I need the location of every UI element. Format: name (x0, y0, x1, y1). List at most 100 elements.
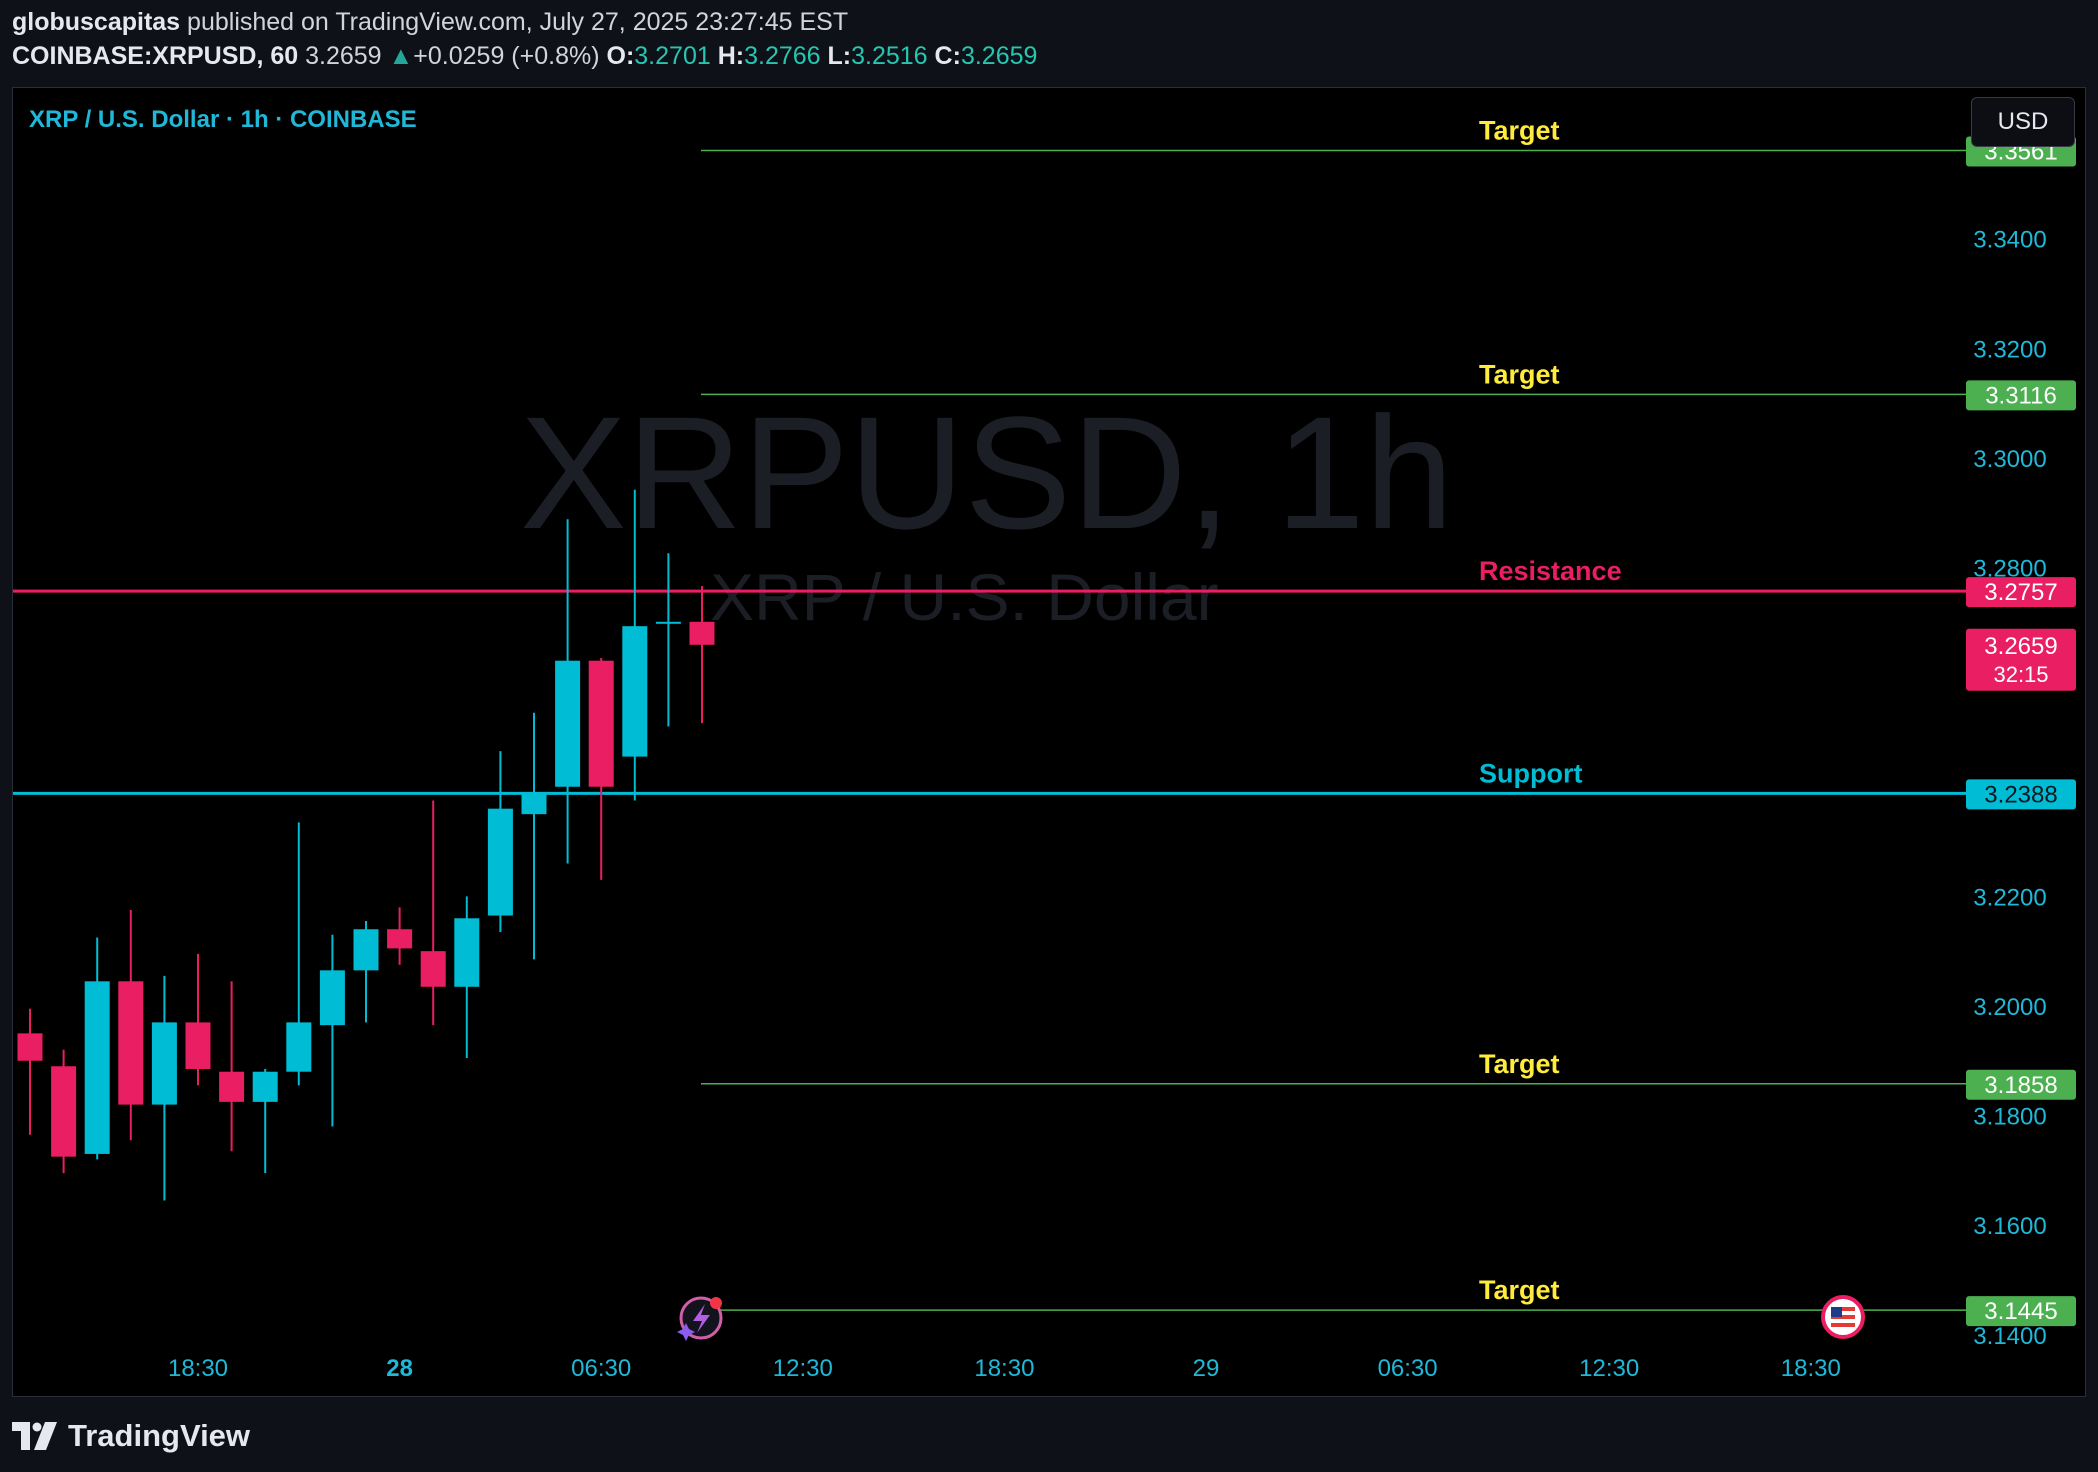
candle-body (185, 1022, 211, 1069)
candle-body (118, 981, 144, 1105)
candle[interactable] (151, 975, 177, 1201)
target-price-badge (1966, 380, 2076, 411)
legend-title[interactable]: XRP / U.S. Dollar · 1h · COINBASE (29, 106, 417, 133)
tradingview-brand: TradingView (68, 1418, 251, 1453)
x-tick-label: 18:30 (1781, 1355, 1841, 1382)
candle[interactable] (219, 981, 245, 1152)
symbol-label: COINBASE:XRPUSD, 60 (12, 42, 299, 70)
lightning-icon (693, 1304, 710, 1333)
candle[interactable] (622, 489, 648, 801)
candle[interactable] (588, 657, 614, 880)
close-value: 3.2659 (960, 42, 1038, 70)
candle[interactable] (420, 800, 446, 1026)
candle[interactable] (555, 519, 581, 864)
candle[interactable] (521, 712, 547, 960)
candle[interactable] (319, 934, 345, 1127)
support-price-text: 3.2388 (1984, 781, 2057, 808)
candle[interactable] (487, 751, 513, 932)
candle-body (17, 1033, 43, 1061)
change-arrow-icon: ▲ (388, 42, 414, 70)
sparkle-icon (677, 1323, 695, 1341)
bar-countdown-text: 32:15 (1993, 662, 2048, 687)
change-value: +0.0259 (+0.8%) (413, 42, 600, 70)
notification-dot-icon (710, 1297, 722, 1309)
high-label: H: (717, 42, 745, 70)
open-value: 3.2701 (634, 42, 711, 70)
candle[interactable] (689, 586, 715, 724)
currency-button[interactable]: USD (1971, 97, 2075, 147)
close-label: C: (934, 42, 961, 70)
last-price: 3.2659 (305, 42, 382, 70)
events-marker[interactable] (677, 1296, 723, 1341)
x-tick-label: 18:30 (974, 1355, 1034, 1382)
candle-body (219, 1071, 245, 1102)
candle[interactable] (51, 1049, 77, 1174)
candle[interactable] (286, 822, 312, 1086)
candle[interactable] (185, 953, 211, 1086)
last-price-text: 3.2659 (1984, 633, 2057, 660)
us-flag-event-icon[interactable] (1821, 1295, 1865, 1339)
y-tick-label: 3.2200 (1973, 884, 2046, 911)
low-value: 3.2516 (851, 42, 928, 70)
candle[interactable] (252, 1068, 278, 1174)
target-label: Target (1479, 1049, 1560, 1079)
candle[interactable] (17, 1008, 43, 1135)
chart-canvas[interactable]: XRPUSD, 1h XRP / U.S. Dollar Target Targe… (13, 88, 2085, 1396)
candle-body (84, 981, 110, 1154)
high-value: 3.2766 (744, 42, 821, 70)
candle[interactable] (353, 921, 379, 1023)
candle-body (521, 792, 547, 815)
candle-body (387, 929, 413, 949)
quote-header: COINBASE:XRPUSD, 60 3.2659 ▲+0.0259 (+0.… (12, 42, 1037, 71)
candle[interactable] (655, 553, 681, 727)
author-name[interactable]: globuscapitas (12, 8, 181, 36)
support-label: Support (1479, 758, 1582, 788)
x-tick-label: 29 (1193, 1355, 1220, 1382)
candle-body (622, 626, 648, 757)
publish-header: globuscapitas published on TradingView.c… (12, 8, 848, 37)
candle-body (252, 1071, 278, 1102)
y-tick-label: 3.1800 (1973, 1104, 2046, 1131)
last-price-badge (1966, 628, 2076, 691)
target-label: Target (1479, 1275, 1560, 1305)
x-tick-label: 28 (386, 1355, 413, 1382)
x-tick-label: 06:30 (571, 1355, 631, 1382)
low-label: L: (827, 42, 852, 70)
x-tick-label: 12:30 (1579, 1355, 1639, 1382)
support-price-badge (1966, 779, 2076, 810)
y-tick-label: 3.3200 (1973, 336, 2046, 363)
target-label: Target (1479, 115, 1560, 145)
candle-body (689, 621, 715, 645)
candle-body (655, 621, 681, 624)
x-tick-label: 06:30 (1378, 1355, 1438, 1382)
candle[interactable] (387, 907, 413, 965)
target-price-badge (1966, 1069, 2076, 1100)
chart-pane[interactable]: XRPUSD, 1h XRP / U.S. Dollar Target Targe… (12, 87, 2086, 1397)
candle[interactable] (454, 896, 480, 1059)
target-price-text: 3.3116 (1985, 382, 2057, 409)
resistance-label: Resistance (1479, 556, 1622, 586)
target-price-text: 3.1858 (1984, 1072, 2057, 1099)
target-price-text: 3.1445 (1984, 1298, 2057, 1325)
candle[interactable] (84, 937, 110, 1160)
candle-body (555, 660, 581, 787)
watermark-symbol: XRPUSD, 1h (520, 383, 1454, 562)
candle-body (487, 808, 513, 916)
open-label: O: (606, 42, 635, 70)
y-tick-label: 3.3000 (1973, 446, 2046, 473)
target-label: Target (1479, 359, 1560, 389)
candle-body (151, 1022, 177, 1105)
tradingview-logo[interactable]: TradingView (12, 1418, 250, 1454)
candle-body (319, 970, 345, 1026)
candle-body (353, 929, 379, 971)
watermark-description: XRP / U.S. Dollar (710, 560, 1219, 634)
candle-body (454, 918, 480, 987)
published-text: published on TradingView.com, July 27, 2… (187, 8, 849, 36)
resistance-price-badge (1966, 577, 2076, 608)
tradingview-logo-icon (12, 1422, 58, 1450)
y-tick-label: 3.1400 (1973, 1323, 2046, 1350)
candle[interactable] (118, 910, 144, 1141)
resistance-price-text: 3.2757 (1984, 579, 2057, 606)
candle-body (286, 1022, 312, 1072)
y-tick-label: 3.2000 (1973, 994, 2046, 1021)
